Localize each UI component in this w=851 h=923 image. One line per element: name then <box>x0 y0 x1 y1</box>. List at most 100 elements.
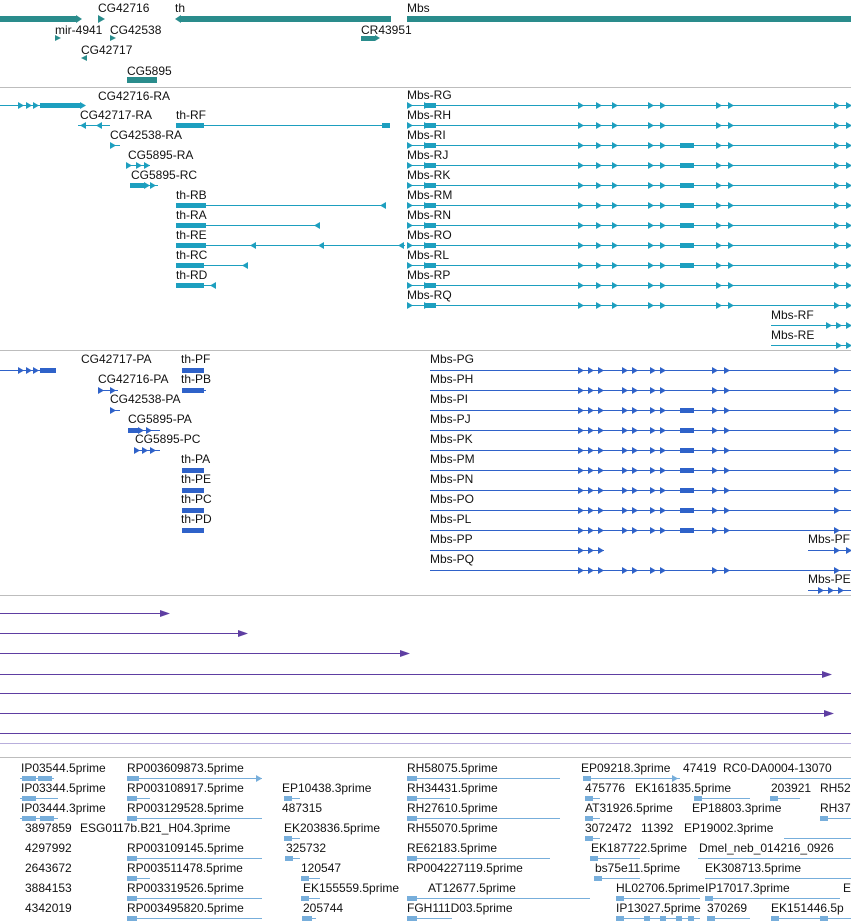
est-label[interactable]: EP19002.3prime <box>684 821 774 835</box>
feature-model[interactable] <box>130 182 158 189</box>
feature-model[interactable] <box>407 776 560 781</box>
feature-model[interactable] <box>771 916 851 921</box>
transcript-label[interactable]: CG42538-RA <box>110 128 182 142</box>
est-label[interactable]: RP003511478.5prime <box>127 861 243 875</box>
transcript-label[interactable]: Mbs-RL <box>407 248 449 262</box>
transcript-label[interactable]: th-RD <box>176 268 208 282</box>
feature-model[interactable] <box>430 427 851 434</box>
feature-model[interactable] <box>407 282 851 289</box>
est-label[interactable]: EP18803.3prime <box>692 801 782 815</box>
gene-feature[interactable] <box>407 16 851 22</box>
gene-feature[interactable] <box>110 35 116 41</box>
feature-model[interactable] <box>0 102 86 109</box>
transcript-label[interactable]: Mbs-RJ <box>407 148 448 162</box>
feature-model[interactable] <box>20 816 58 821</box>
gene-feature[interactable] <box>375 35 380 41</box>
protein-label[interactable]: th-PB <box>181 372 211 386</box>
protein-label[interactable]: CG42716-PA <box>98 372 168 386</box>
est-label[interactable]: 47419 <box>683 761 717 775</box>
feature-model[interactable] <box>430 447 851 454</box>
feature-model[interactable] <box>694 796 750 801</box>
gene-label[interactable]: mir-4941 <box>55 23 103 37</box>
est-label[interactable]: RP003319526.5prime <box>127 881 244 895</box>
feature-model[interactable] <box>407 262 851 269</box>
feature-model[interactable] <box>407 102 851 109</box>
protein-label[interactable]: Mbs-PI <box>430 392 468 406</box>
feature-model[interactable] <box>127 856 262 861</box>
est-label[interactable]: RH52 <box>820 781 851 795</box>
est-label[interactable]: IP03344.5prime <box>21 781 106 795</box>
transcript-label[interactable]: CG5895-RC <box>131 168 197 182</box>
feature-model[interactable] <box>407 816 560 821</box>
feature-model[interactable] <box>407 162 851 169</box>
est-label[interactable]: 203921 <box>771 781 811 795</box>
feature-model[interactable] <box>407 856 550 861</box>
feature-model[interactable] <box>20 776 54 781</box>
est-label[interactable]: EP09218.3prime <box>581 761 671 775</box>
gene-feature[interactable] <box>55 35 61 41</box>
est-label[interactable]: RH37 <box>820 801 851 815</box>
est-label[interactable]: RH55070.5prime <box>407 821 498 835</box>
feature-model[interactable] <box>407 122 851 129</box>
est-label[interactable]: RC0-DA0004-13070 <box>723 761 832 775</box>
feature-model[interactable] <box>407 222 851 229</box>
transcript-label[interactable]: Mbs-RK <box>407 168 450 182</box>
feature-model[interactable] <box>407 916 452 921</box>
est-label[interactable]: EK161835.5prime <box>635 781 731 795</box>
protein-label[interactable]: CG5895-PC <box>135 432 201 446</box>
gene-label[interactable]: CG5895 <box>127 64 172 78</box>
feature-model[interactable] <box>284 796 300 801</box>
transcript-label[interactable]: Mbs-RI <box>407 128 446 142</box>
est-label[interactable]: 325732 <box>286 841 326 855</box>
feature-model[interactable] <box>585 816 600 821</box>
est-label[interactable]: 3897859 <box>25 821 72 835</box>
feature-model[interactable] <box>182 368 204 373</box>
est-label[interactable]: IP03544.5prime <box>21 761 106 775</box>
est-label[interactable]: 11392 <box>641 821 674 835</box>
feature-model[interactable] <box>430 407 851 414</box>
feature-model[interactable] <box>616 916 700 921</box>
protein-label[interactable]: th-PC <box>181 492 212 506</box>
feature-model[interactable] <box>771 322 851 329</box>
feature-model[interactable] <box>705 896 840 901</box>
est-label[interactable]: EK187722.5prime <box>591 841 687 855</box>
transcript-label[interactable]: th-RA <box>176 208 207 222</box>
feature-model[interactable] <box>176 123 390 128</box>
est-label[interactable]: RP004227119.5prime <box>407 861 523 875</box>
feature-model[interactable] <box>430 507 851 514</box>
est-label[interactable]: 3072472 <box>585 821 632 835</box>
feature-model[interactable] <box>182 388 206 393</box>
est-label[interactable]: EK155559.5prime <box>303 881 399 895</box>
feature-model[interactable] <box>176 222 320 229</box>
est-label[interactable]: AT12677.5prime <box>428 881 516 895</box>
gene-label[interactable]: CR43951 <box>361 23 412 37</box>
feature-model[interactable] <box>430 527 851 534</box>
feature-model[interactable] <box>430 487 851 494</box>
protein-label[interactable]: Mbs-PH <box>430 372 473 386</box>
transcript-label[interactable]: CG42717-RA <box>80 108 152 122</box>
gene-feature[interactable] <box>0 16 76 22</box>
est-label[interactable]: RH34431.5prime <box>407 781 498 795</box>
feature-model[interactable] <box>430 367 851 374</box>
est-label[interactable]: RP003109145.5prime <box>127 841 244 855</box>
est-label[interactable]: 487315 <box>282 801 322 815</box>
feature-model[interactable] <box>127 775 262 782</box>
gene-label[interactable]: th <box>175 1 185 15</box>
protein-label[interactable]: Mbs-PJ <box>430 412 471 426</box>
transcript-label[interactable]: th-RE <box>176 228 207 242</box>
feature-model[interactable] <box>808 547 851 554</box>
feature-model[interactable] <box>407 182 851 189</box>
gene-feature[interactable] <box>76 15 82 23</box>
feature-model[interactable] <box>407 896 590 901</box>
feature-model[interactable] <box>407 242 851 249</box>
feature-model[interactable] <box>407 202 851 209</box>
est-label[interactable]: Dmel_neb_014216_0926 <box>699 841 834 855</box>
feature-model[interactable] <box>0 367 56 374</box>
feature-model[interactable] <box>127 916 262 921</box>
transcript-label[interactable]: Mbs-RM <box>407 188 452 202</box>
feature-model[interactable] <box>176 242 405 249</box>
feature-model[interactable] <box>127 816 262 821</box>
feature-model[interactable] <box>127 796 150 801</box>
est-label[interactable]: RH27610.5prime <box>407 801 498 815</box>
feature-model[interactable] <box>182 468 204 473</box>
